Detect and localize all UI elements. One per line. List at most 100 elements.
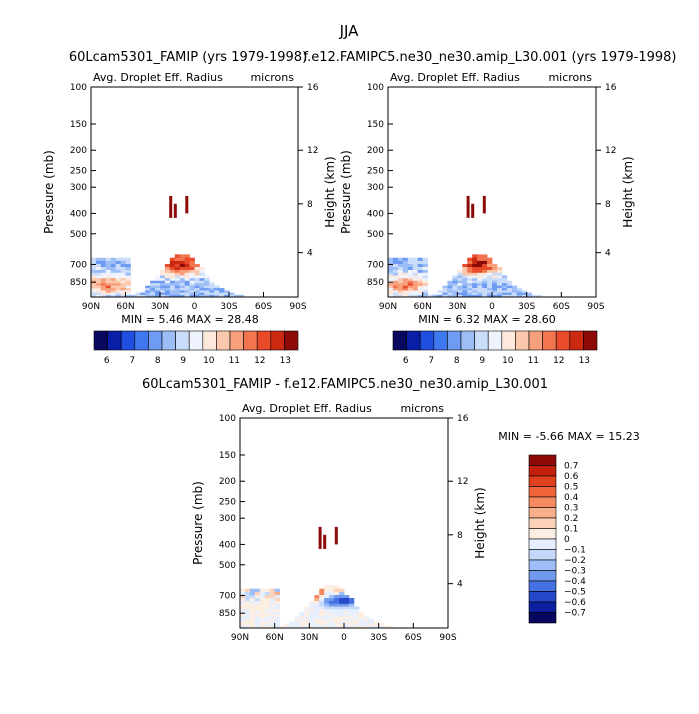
heatmap-cell xyxy=(199,292,205,296)
heatmap-cell xyxy=(506,292,513,296)
heatmap-cell xyxy=(314,598,320,602)
heatmap-cell xyxy=(472,294,478,298)
heatmap-cell xyxy=(358,614,365,618)
heatmap-cell xyxy=(169,283,176,287)
heatmap-cell xyxy=(392,292,399,296)
heatmap-cell xyxy=(264,611,271,615)
heatmap-cell xyxy=(417,269,424,274)
heatmap-cell xyxy=(314,625,320,629)
heatmap-cell xyxy=(91,294,97,298)
heatmap-cell xyxy=(417,264,424,268)
heatmap-cell xyxy=(462,278,468,282)
x-tick-label: 60S xyxy=(553,302,570,312)
heatmap-cell xyxy=(110,283,117,287)
heatmap-cell xyxy=(259,591,266,596)
colorbar-swatch xyxy=(528,475,557,487)
heatmap-cell xyxy=(482,195,486,214)
heatmap-cell xyxy=(422,292,429,296)
colorbar-swatch xyxy=(528,465,557,477)
colorbar-swatch xyxy=(528,549,557,561)
heatmap-cell xyxy=(189,278,195,282)
heatmap-cell xyxy=(334,619,340,622)
heatmap-cell xyxy=(100,260,107,265)
heatmap-cell xyxy=(115,292,121,296)
heatmap-cell xyxy=(397,290,404,294)
chart-units: microns xyxy=(250,71,294,84)
y-tick-label: 200 xyxy=(367,146,384,156)
heatmap-cell xyxy=(174,267,181,271)
heatmap-cell xyxy=(269,619,276,622)
heatmap-cell xyxy=(412,257,419,262)
heatmap-cell xyxy=(254,595,261,599)
chart-panel-2: f.e12.FAMIPC5.ne30_ne30.amip_L30.001 (yr… xyxy=(304,50,677,366)
heatmap-cell xyxy=(467,275,473,279)
heatmap-cell xyxy=(169,294,176,298)
heatmap-cell xyxy=(492,288,498,291)
heatmap-cell xyxy=(407,288,414,291)
colorbar-label: 9 xyxy=(479,356,485,366)
colorbar-swatch xyxy=(93,330,108,351)
heatmap-cell xyxy=(155,278,161,282)
heatmap-cell xyxy=(358,611,365,615)
heatmap-cell xyxy=(100,267,107,271)
heatmap-cell xyxy=(274,611,281,615)
heatmap-cell xyxy=(169,278,176,282)
heatmap-cell xyxy=(259,609,266,613)
heatmap-cell xyxy=(179,275,186,279)
heatmap-cell xyxy=(472,267,478,271)
heatmap-cell xyxy=(407,267,414,271)
heatmap-cell xyxy=(457,292,463,296)
heatmap-cell xyxy=(184,290,190,294)
heatmap-cell xyxy=(120,269,126,274)
heatmap-cell xyxy=(329,609,335,613)
heatmap-cell xyxy=(521,290,528,294)
heatmap-cell xyxy=(284,623,290,627)
heatmap-cell xyxy=(100,285,107,289)
y-tick-label: 250 xyxy=(367,167,384,177)
heatmap-cell xyxy=(417,283,424,287)
heatmap-cell xyxy=(407,294,414,298)
heatmap-cell xyxy=(422,275,429,279)
heatmap-cell xyxy=(249,591,256,596)
colorbar-swatch xyxy=(569,330,584,351)
heatmap-cell xyxy=(304,609,310,613)
colorbar-label: 0.6 xyxy=(564,472,579,482)
heatmap-cell xyxy=(511,288,518,291)
heatmap-cell xyxy=(314,619,320,622)
heatmap-cell xyxy=(447,280,453,284)
heatmap-cell xyxy=(110,275,117,279)
heatmap-cell xyxy=(344,611,350,615)
heatmap-cell xyxy=(496,269,503,274)
heatmap-cell xyxy=(388,275,394,279)
heatmap-cells xyxy=(388,195,542,298)
heatmap-cell xyxy=(319,600,325,605)
heatmap-cell xyxy=(174,292,181,296)
y2-tick-label: 8 xyxy=(457,531,463,541)
heatmap-cell xyxy=(363,616,370,620)
heatmap-cell xyxy=(164,275,171,279)
heatmap-cell xyxy=(274,614,281,618)
heatmap-cell xyxy=(249,623,256,627)
heatmap-cell xyxy=(199,275,205,279)
heatmap-cell xyxy=(155,290,161,294)
heatmap-cell xyxy=(412,260,419,265)
heatmap-cell xyxy=(189,288,195,291)
heatmap-cell xyxy=(388,278,394,282)
heatmap-cell xyxy=(289,621,295,625)
heatmap-cell xyxy=(457,285,463,289)
heatmap-cell xyxy=(110,272,117,276)
heatmap-cell xyxy=(120,260,126,265)
heatmap-cell xyxy=(339,611,345,615)
heatmap-cell xyxy=(492,294,498,298)
min-label: MIN = xyxy=(418,313,455,326)
heatmap-cell xyxy=(348,623,355,627)
heatmap-cell xyxy=(397,269,404,274)
heatmap-cell xyxy=(184,280,190,284)
heatmap-cell xyxy=(164,272,171,276)
heatmap-cell xyxy=(319,598,325,602)
heatmap-cell xyxy=(482,272,488,276)
heatmap-cell xyxy=(120,290,126,294)
chart-title: 60Lcam5301_FAMIP (yrs 1979-1998) xyxy=(69,50,307,65)
heatmap-cell xyxy=(259,600,266,605)
heatmap-cell xyxy=(309,603,315,607)
